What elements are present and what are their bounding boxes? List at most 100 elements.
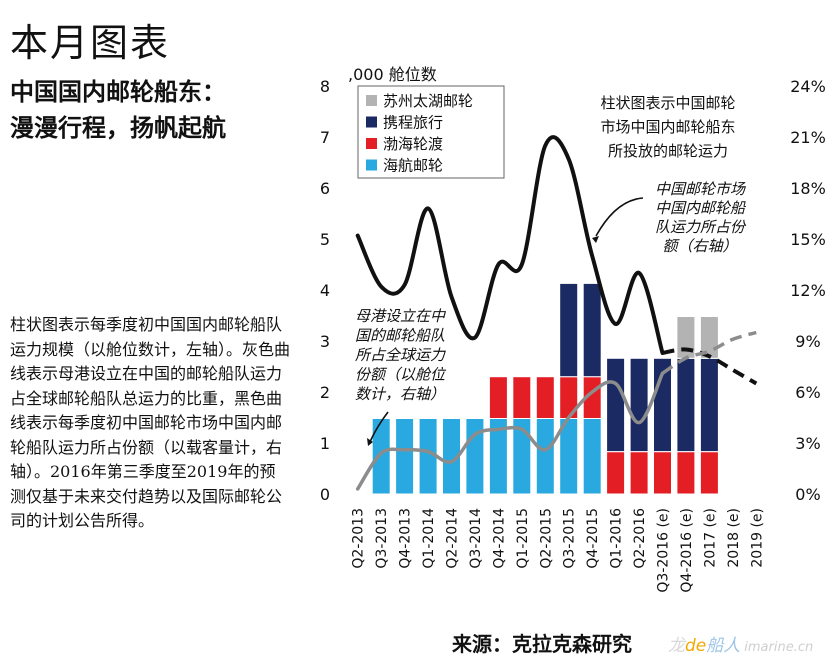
bar-segment <box>606 357 626 453</box>
bar-segment <box>653 451 672 495</box>
annotations-layer: 柱状图表示中国邮轮市场中国内邮轮船东所投放的邮轮运力中国邮轮市场中国内邮轮船队运… <box>355 94 747 446</box>
right-tick-label: 6% <box>795 383 820 402</box>
x-tick-label: 2017 (e) <box>702 508 718 568</box>
right-tick-label: 18% <box>790 179 826 198</box>
left-tick-label: 6 <box>320 179 330 198</box>
x-tick-label: 2019 (e) <box>749 508 765 568</box>
legend-swatch <box>366 95 377 106</box>
x-tick-label: Q1-2016 <box>609 508 625 569</box>
bar-segment <box>559 282 579 378</box>
headline: 中国国内邮轮船东： 漫漫行程，扬帆起航 <box>10 74 226 146</box>
black-annotation-leader <box>595 197 644 237</box>
legend-swatch <box>366 116 377 128</box>
bar-segment <box>371 418 391 495</box>
right-tick-label: 24% <box>790 77 826 96</box>
legend-box <box>357 85 505 179</box>
left-tick-label: 0 <box>320 485 330 504</box>
x-tick-label: 2018 (e) <box>726 508 742 568</box>
left-tick-label: 7 <box>320 128 330 147</box>
source-note: 来源：克拉克森研究 <box>452 632 632 656</box>
x-tick-label: Q3-2016 (e) <box>656 508 672 593</box>
x-tick-label: Q2-2015 <box>538 508 554 569</box>
black-line-annotation-line: 额（右轴） <box>662 237 737 255</box>
black-line-annotation-line: 队运力所占份 <box>655 218 747 236</box>
bar-segment <box>676 451 696 495</box>
watermark-logo: 龙de船人 imarine.cn <box>668 631 813 656</box>
bar-segment <box>442 418 461 495</box>
x-tick-label: Q3-2014 <box>468 508 484 569</box>
grey-line-annotation-line: 份额（以舱位 <box>355 366 447 384</box>
watermark-part-3: 船人 <box>706 636 741 656</box>
right-tick-label: 12% <box>790 281 826 300</box>
bar-annotation-line: 所投放的邮轮运力 <box>608 142 728 160</box>
axes-layer: 0 1 2 3 4 5 6 7 8 0% 3% 6% 9% 12% 15% 18% 21% 24% ,000 舱位数… <box>320 65 826 593</box>
legend-swatch <box>366 159 377 171</box>
x-tick-label: Q3-2015 <box>562 508 578 569</box>
grey-annotation-arrowhead <box>367 438 373 446</box>
chart-caption: 柱状图表示每季度初中国国内邮轮船队运力规模（以舱位数计，左轴）。灰色曲线表示母港… <box>10 315 291 530</box>
bar-segment <box>676 357 696 453</box>
x-tick-label: Q3-2013 <box>374 508 390 569</box>
page-heading: 本月图表 <box>10 21 171 65</box>
x-tick-label: Q4-2013 <box>398 508 414 569</box>
lines-layer <box>355 135 758 491</box>
bar-segment <box>535 418 555 495</box>
legend-label: 携程旅行 <box>383 114 443 132</box>
bar-annotation-line: 市场中国内邮轮船东 <box>600 118 735 136</box>
x-tick-label: Q2-2016 <box>632 508 648 569</box>
x-tick-label: Q1-2014 <box>421 508 437 569</box>
right-tick-label: 9% <box>795 332 820 351</box>
bar-segment <box>629 357 649 453</box>
left-tick-label: 8 <box>320 77 330 96</box>
bar-segment <box>582 418 602 495</box>
legend-label: 海航邮轮 <box>383 157 443 175</box>
headline-line-1: 中国国内邮轮船东： <box>10 78 226 106</box>
bar-segment <box>699 357 719 453</box>
x-tick-label: Q2-2013 <box>351 508 367 569</box>
bar-segment <box>606 451 626 495</box>
bar-segment <box>629 451 649 495</box>
bar-segment <box>395 418 415 495</box>
line-series-actual <box>355 135 665 355</box>
left-tick-label: 4 <box>320 281 330 300</box>
x-tick-label: Q4-2016 (e) <box>679 508 695 593</box>
bar-segment <box>512 376 532 420</box>
headline-line-2: 漫漫行程，扬帆起航 <box>10 114 226 142</box>
legend-label: 渤海轮渡 <box>383 135 443 153</box>
right-tick-label: 0% <box>795 485 820 504</box>
bar-segment <box>488 376 508 420</box>
grey-line-annotation-line: 所占全球运力 <box>355 346 446 364</box>
line-series-forecast <box>661 330 757 375</box>
bar-segment <box>535 376 555 420</box>
x-tick-label: Q4-2014 <box>491 508 507 569</box>
black-annotation-arrowhead <box>592 236 599 243</box>
grey-line-annotation-line: 国的邮轮船队 <box>355 327 445 345</box>
x-tick-label: Q4-2015 <box>585 508 601 569</box>
x-tick-label: Q1-2015 <box>515 508 531 569</box>
left-tick-label: 1 <box>320 434 330 453</box>
grey-annotation-leader <box>369 411 389 443</box>
grey-line-annotation-line: 母港设立在中 <box>355 307 447 325</box>
watermark-part-1: 龙 <box>668 636 685 656</box>
right-tick-label: 15% <box>790 230 826 249</box>
grey-line-annotation-line: 数计，右轴） <box>355 385 445 403</box>
right-tick-label: 3% <box>795 434 820 453</box>
black-line-annotation-line: 中国邮轮市场 <box>655 180 747 198</box>
watermark-part-2: de <box>685 636 707 656</box>
right-tick-label: 21% <box>790 128 826 147</box>
bar-segment <box>699 451 719 495</box>
line-series-forecast <box>662 347 758 386</box>
left-tick-label: 2 <box>320 383 330 402</box>
black-line-annotation-line: 中国内邮轮船 <box>655 199 747 217</box>
left-tick-label: 3 <box>320 332 330 351</box>
legend-label: 苏州太湖邮轮 <box>383 92 473 110</box>
bars-layer <box>371 282 719 495</box>
bar-segment <box>582 282 602 378</box>
x-tick-label: Q2-2014 <box>445 508 461 569</box>
legend-swatch <box>366 138 377 149</box>
bar-annotation-line: 柱状图表示中国邮轮 <box>600 94 735 112</box>
line-series-actual <box>355 371 665 491</box>
left-tick-label: 5 <box>320 230 330 249</box>
